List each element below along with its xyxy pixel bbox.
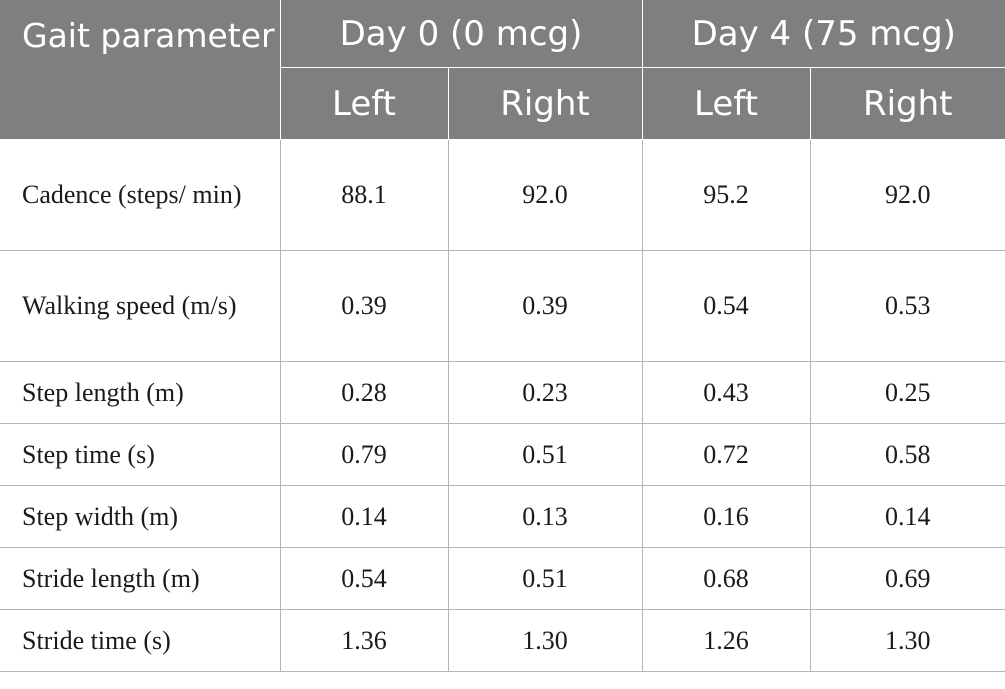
cell-value: 0.14 (279, 485, 449, 548)
table-row: Walking speed (m/s) 0.39 0.39 0.54 0.53 (0, 250, 1005, 362)
column-group-day0: Day 0 (0 mcg) (279, 0, 643, 68)
cell-value: 0.79 (279, 423, 449, 486)
header-row-groups: Gait parameter Day 0 (0 mcg) Day 4 (75 m… (0, 0, 1005, 140)
row-label-step-time: Step time (s) (0, 423, 281, 486)
row-label-step-width: Step width (m) (0, 485, 281, 548)
table-row: Step length (m) 0.28 0.23 0.43 0.25 (0, 361, 1005, 424)
cell-value: 1.30 (447, 609, 643, 672)
table-row: Cadence (steps/ min) 88.1 92.0 95.2 92.0 (0, 139, 1005, 251)
cell-value: 0.69 (809, 547, 1005, 610)
cell-value: 0.72 (641, 423, 811, 486)
cell-value: 92.0 (447, 139, 643, 251)
table-header: Gait parameter Day 0 (0 mcg) Day 4 (75 m… (0, 0, 1005, 140)
column-header-day0-left: Left (279, 67, 449, 140)
table-row: Step time (s) 0.79 0.51 0.72 0.58 (0, 423, 1005, 486)
cell-value: 0.13 (447, 485, 643, 548)
cell-value: 1.30 (809, 609, 1005, 672)
row-label-stride-time: Stride time (s) (0, 609, 281, 672)
table-row: Step width (m) 0.14 0.13 0.16 0.14 (0, 485, 1005, 548)
cell-value: 1.26 (641, 609, 811, 672)
cell-value: 0.14 (809, 485, 1005, 548)
cell-value: 0.39 (447, 250, 643, 362)
cell-value: 0.54 (279, 547, 449, 610)
table-row: Stride time (s) 1.36 1.30 1.26 1.30 (0, 609, 1005, 672)
row-label-walking-speed: Walking speed (m/s) (0, 250, 281, 362)
row-label-stride-length: Stride length (m) (0, 547, 281, 610)
column-header-day0-right: Right (447, 67, 643, 140)
cell-value: 0.16 (641, 485, 811, 548)
cell-value: 0.23 (447, 361, 643, 424)
cell-value: 0.51 (447, 547, 643, 610)
cell-value: 0.58 (809, 423, 1005, 486)
cell-value: 0.53 (809, 250, 1005, 362)
column-header-parameter: Gait parameter (0, 0, 281, 140)
cell-value: 0.25 (809, 361, 1005, 424)
column-header-day4-left: Left (641, 67, 811, 140)
gait-parameter-table: Gait parameter Day 0 (0 mcg) Day 4 (75 m… (0, 0, 1005, 672)
cell-value: 95.2 (641, 139, 811, 251)
cell-value: 0.51 (447, 423, 643, 486)
cell-value: 0.39 (279, 250, 449, 362)
cell-value: 1.36 (279, 609, 449, 672)
table-row: Stride length (m) 0.54 0.51 0.68 0.69 (0, 547, 1005, 610)
cell-value: 92.0 (809, 139, 1005, 251)
column-group-day4: Day 4 (75 mcg) (641, 0, 1005, 68)
cell-value: 88.1 (279, 139, 449, 251)
column-header-day4-right: Right (809, 67, 1005, 140)
row-label-cadence: Cadence (steps/ min) (0, 139, 281, 251)
cell-value: 0.28 (279, 361, 449, 424)
cell-value: 0.68 (641, 547, 811, 610)
row-label-step-length: Step length (m) (0, 361, 281, 424)
header-row-sides: Left Right Left Right (0, 67, 1005, 140)
cell-value: 0.43 (641, 361, 811, 424)
cell-value: 0.54 (641, 250, 811, 362)
table-body: Cadence (steps/ min) 88.1 92.0 95.2 92.0… (0, 139, 1005, 672)
